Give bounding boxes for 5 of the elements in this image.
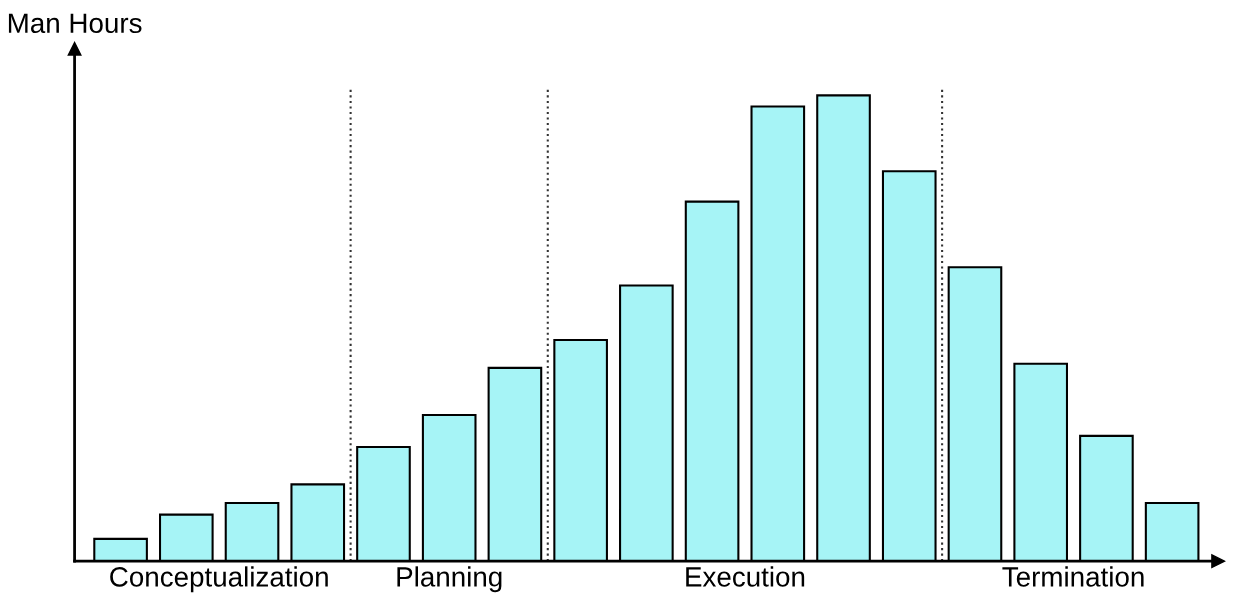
- text: Conceptualization: [110, 566, 328, 593]
- y-axis-title: Man Hours: [8, 13, 142, 34]
- text: Planning: [397, 566, 502, 593]
- text: Termination: [1002, 566, 1144, 587]
- text: Execution: [686, 566, 805, 587]
